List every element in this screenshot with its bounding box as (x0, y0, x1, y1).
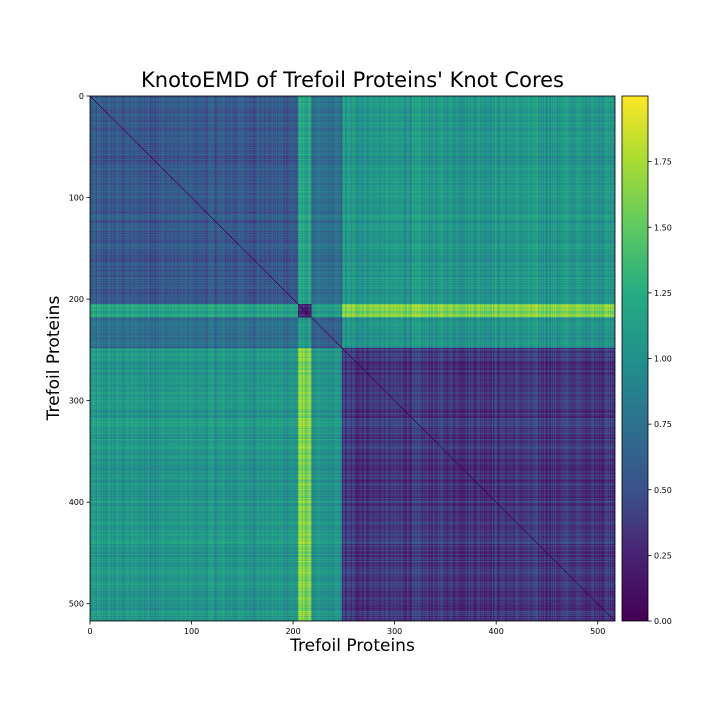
y-tick-label: 400 (69, 498, 84, 507)
y-tick-label: 100 (69, 194, 84, 203)
colorbar-tick-label: 0.75 (654, 420, 672, 429)
y-tick-label: 300 (69, 397, 84, 406)
colorbar-tick-label: 0.50 (654, 486, 672, 495)
x-axis-label: Trefoil Proteins (290, 636, 415, 656)
colorbar-tick-label: 0.25 (654, 551, 672, 560)
colorbar (622, 96, 648, 621)
plot-frame (89, 95, 616, 622)
x-tick-label: 100 (184, 627, 199, 636)
x-tick-label: 500 (590, 627, 605, 636)
y-tick-label: 200 (69, 295, 84, 304)
x-tick-label: 0 (87, 627, 92, 636)
y-axis-label: Trefoil Proteins (44, 295, 64, 421)
x-tick-label: 200 (285, 627, 300, 636)
colorbar-tick-label: 1.25 (654, 289, 672, 298)
colorbar-tick-label: 1.50 (654, 223, 672, 232)
y-tick-label: 0 (79, 92, 84, 101)
chart-title: KnotoEMD of Trefoil Proteins' Knot Cores (141, 68, 564, 92)
y-tick-label: 500 (69, 600, 84, 609)
x-tick-label: 400 (489, 627, 504, 636)
colorbar-tick-label: 1.75 (654, 158, 672, 167)
x-tick-label: 300 (387, 627, 402, 636)
colorbar-tick-label: 1.00 (654, 355, 672, 364)
colorbar-frame (621, 95, 649, 622)
heatmap-matrix (90, 96, 615, 621)
colorbar-tick-label: 0.00 (654, 617, 672, 626)
